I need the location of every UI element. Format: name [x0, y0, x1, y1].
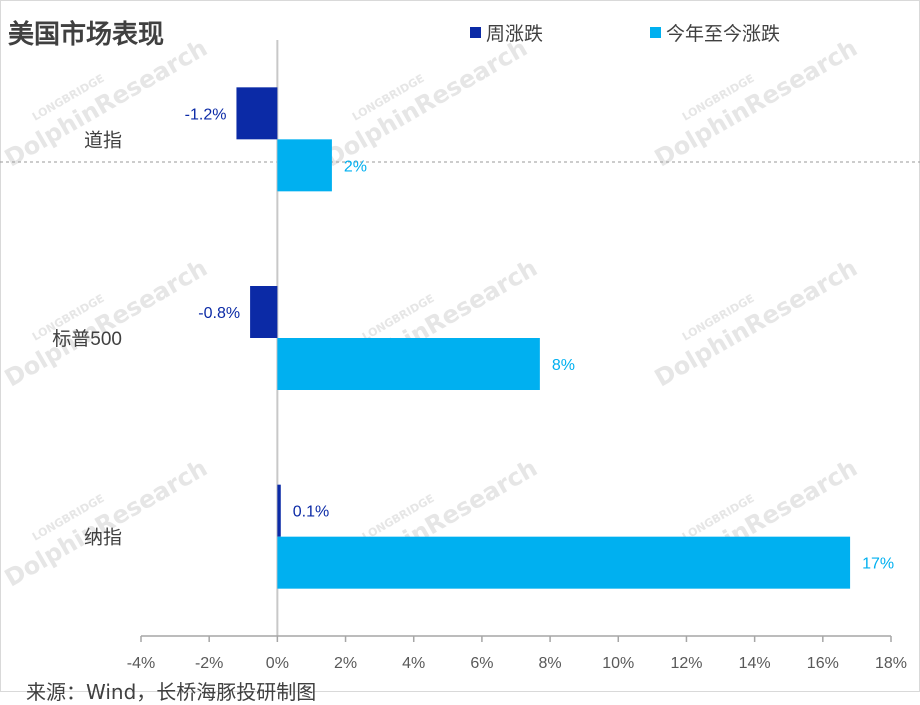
data-label-ytd: 8% — [552, 357, 575, 374]
legend-item-weekly: 周涨跌 — [470, 20, 544, 45]
legend-item-ytd: 今年至今涨跌 — [650, 20, 781, 45]
bar-weekly — [250, 286, 278, 338]
bar-ytd — [277, 139, 332, 192]
x-tick-label: 6% — [470, 655, 493, 672]
x-tick-label: 10% — [602, 655, 634, 672]
x-tick-label: 4% — [402, 655, 425, 672]
data-label-ytd: 2% — [344, 158, 367, 175]
x-tick-label: 12% — [670, 655, 702, 672]
x-tick-label: 0% — [266, 655, 289, 672]
source-note: 来源：Wind，长桥海豚投研制图 — [26, 680, 317, 704]
legend-label-weekly: 周涨跌 — [486, 22, 544, 45]
legend-swatch-weekly — [470, 26, 481, 38]
bar-weekly — [277, 484, 281, 537]
data-label-ytd: 17% — [862, 556, 894, 573]
x-tick-label: -4% — [127, 655, 155, 672]
data-label-weekly: 0.1% — [293, 504, 329, 521]
category-label: 道指 — [84, 129, 122, 151]
x-tick-label: -2% — [195, 655, 223, 672]
data-label-weekly: -0.8% — [198, 305, 240, 322]
bar-ytd — [277, 536, 851, 589]
x-tick-label: 18% — [875, 655, 907, 672]
x-tick-label: 8% — [539, 655, 562, 672]
category-label: 标普500 — [52, 328, 122, 350]
category-label: 纳指 — [84, 527, 122, 549]
legend-swatch-ytd — [650, 26, 661, 38]
x-tick-label: 14% — [739, 655, 771, 672]
x-tick-label: 2% — [334, 655, 357, 672]
x-tick-label: 16% — [807, 655, 839, 672]
bar-ytd — [277, 338, 540, 390]
bar-weekly — [236, 87, 278, 140]
data-label-weekly: -1.2% — [185, 106, 227, 123]
chart-title: 美国市场表现 — [8, 20, 165, 50]
legend-label-ytd: 今年至今涨跌 — [666, 22, 781, 45]
